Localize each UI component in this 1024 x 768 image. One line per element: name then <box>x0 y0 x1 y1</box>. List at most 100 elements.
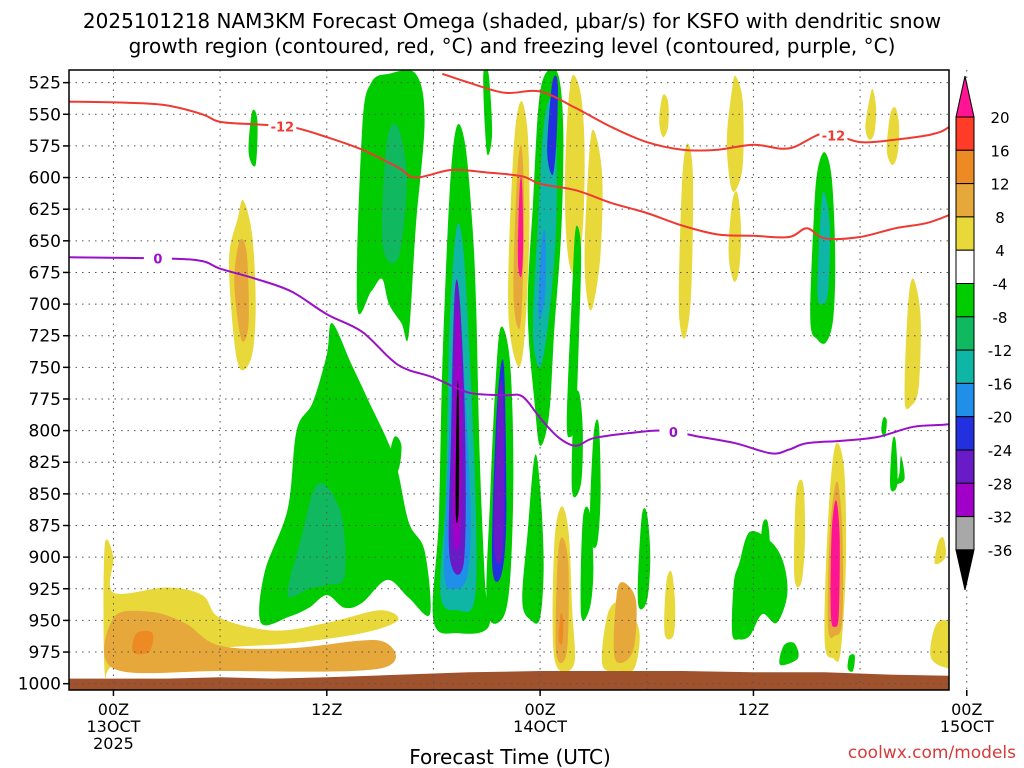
plot-frame <box>68 69 950 691</box>
y-tick-label-625: 625 <box>29 200 61 220</box>
y-tick-label-900: 900 <box>29 548 61 568</box>
omega-region-40 <box>664 570 676 640</box>
colorbar-label-2: 12 <box>990 176 1009 194</box>
omega-shading <box>103 70 949 680</box>
colorbar-swatch-10 <box>955 416 975 451</box>
omega-region-57 <box>895 455 905 484</box>
colorbar-swatch-9 <box>955 382 975 418</box>
omega-region-48 <box>793 479 806 588</box>
contour-line-2 <box>69 256 949 455</box>
colorbar-label-5: -4 <box>993 276 1008 294</box>
y-tick-label-1000: 1000 <box>18 675 61 695</box>
colorbar-swatch-2 <box>955 149 975 185</box>
colorbar-label-13: -36 <box>988 542 1013 560</box>
y-tick-label-525: 525 <box>29 74 61 94</box>
omega-region-51 <box>817 191 831 305</box>
colorbar-label-7: -12 <box>988 342 1013 360</box>
y-tick-label-575: 575 <box>29 137 61 157</box>
colorbar-swatch-1 <box>955 116 975 151</box>
omega-region-9 <box>287 483 346 598</box>
contour-line-0 <box>69 100 949 240</box>
chart-title-line2: growth region (contoured, red, °C) and f… <box>129 34 896 58</box>
colorbar-label-9: -20 <box>988 409 1013 427</box>
x-tick-label-4-1: 15OCT <box>940 717 994 736</box>
omega-region-16 <box>455 379 460 524</box>
omega-region-42 <box>659 94 669 138</box>
colorbar-swatch-8 <box>955 349 975 384</box>
omega-region-62 <box>930 619 949 669</box>
omega-region-29 <box>564 75 585 275</box>
y-tick-label-650: 650 <box>29 232 61 252</box>
colorbar-swatch-4 <box>955 216 975 251</box>
omega-region-54 <box>830 500 840 627</box>
omega-region-20 <box>493 380 504 565</box>
colorbar-swatch-5 <box>955 249 975 284</box>
y-tick-label-925: 925 <box>29 580 61 600</box>
omega-region-44 <box>726 75 744 192</box>
omega-region-28 <box>522 454 544 624</box>
omega-region-55 <box>847 654 855 672</box>
omega-region-56 <box>890 436 898 492</box>
colorbar: 20 16 12 8 4 -4 -8 -12 -16 -20 -24 -28 -32 -36 <box>955 75 1013 591</box>
y-tick-label-750: 750 <box>29 358 61 378</box>
x-axis-label: Forecast Time (UTC) <box>409 745 611 768</box>
terrain-layer <box>69 671 949 690</box>
colorbar-swatch-6 <box>955 283 975 318</box>
omega-region-27 <box>538 229 546 320</box>
omega-region-47 <box>760 519 770 565</box>
colorbar-label-3: 8 <box>995 209 1005 227</box>
contour-label-bg-0 <box>268 118 297 135</box>
omega-region-32 <box>566 225 582 438</box>
colorbar-label-1: 16 <box>990 142 1009 160</box>
omega-region-61 <box>904 278 921 410</box>
contour-label-bg-3 <box>659 424 688 441</box>
omega-region-63 <box>934 537 946 565</box>
y-tick-label-700: 700 <box>29 295 61 315</box>
omega-region-1 <box>104 610 396 674</box>
colorbar-label-6: -8 <box>993 309 1008 327</box>
omega-region-17 <box>483 70 493 156</box>
colorbar-label-10: -24 <box>988 442 1013 460</box>
y-tick-label-825: 825 <box>29 453 61 473</box>
y-tick-label-775: 775 <box>29 390 61 410</box>
y-tick-label-600: 600 <box>29 169 61 189</box>
omega-region-7 <box>381 123 407 264</box>
colorbar-bottom-arrow <box>955 549 975 591</box>
contour-label-2: 0 <box>153 252 162 267</box>
x-tick-label-2-1: 14OCT <box>513 717 567 736</box>
omega-region-4 <box>234 238 249 342</box>
colorbar-swatch-12 <box>955 482 975 518</box>
omega-region-10 <box>388 436 402 472</box>
colorbar-label-0: 20 <box>990 109 1009 127</box>
colorbar-label-4: 4 <box>995 242 1005 260</box>
colorbar-label-11: -28 <box>988 475 1013 493</box>
x-tick-label-1-0: 12Z <box>311 700 342 719</box>
contour-label-1: -12 <box>822 129 846 144</box>
contour-label-bg-2 <box>143 250 172 267</box>
colorbar-swatch-3 <box>955 183 975 218</box>
y-tick-label-550: 550 <box>29 105 61 125</box>
x-tick-label-0-0: 00Z <box>98 700 129 719</box>
contour-label-3: 0 <box>669 426 678 441</box>
colorbar-label-12: -32 <box>988 509 1013 527</box>
omega-region-58 <box>881 417 887 438</box>
omega-region-46 <box>731 530 788 640</box>
chart-title-line1: 2025101218 NAM3KM Forecast Omega (shaded… <box>83 9 941 33</box>
omega-region-34 <box>589 419 601 549</box>
y-tick-label-675: 675 <box>29 263 61 283</box>
y-tick-label-875: 875 <box>29 517 61 537</box>
y-tick-label-850: 850 <box>29 485 61 505</box>
y-tick-label-975: 975 <box>29 643 61 663</box>
omega-region-39 <box>613 582 637 664</box>
y-tick-label-725: 725 <box>29 327 61 347</box>
omega-region-36 <box>555 537 569 664</box>
colorbar-swatch-7 <box>955 316 975 351</box>
omega-region-30 <box>584 129 603 311</box>
credit-link[interactable]: coolwx.com/models <box>848 743 1016 763</box>
x-tick-label-0-2: 2025 <box>93 734 134 753</box>
pressure-axis: 525 550 575 600 625 650 675 700 725 750 775 800 825 8… <box>18 74 69 695</box>
colorbar-swatch-13 <box>955 516 975 551</box>
contour-line-1 <box>441 72 949 152</box>
